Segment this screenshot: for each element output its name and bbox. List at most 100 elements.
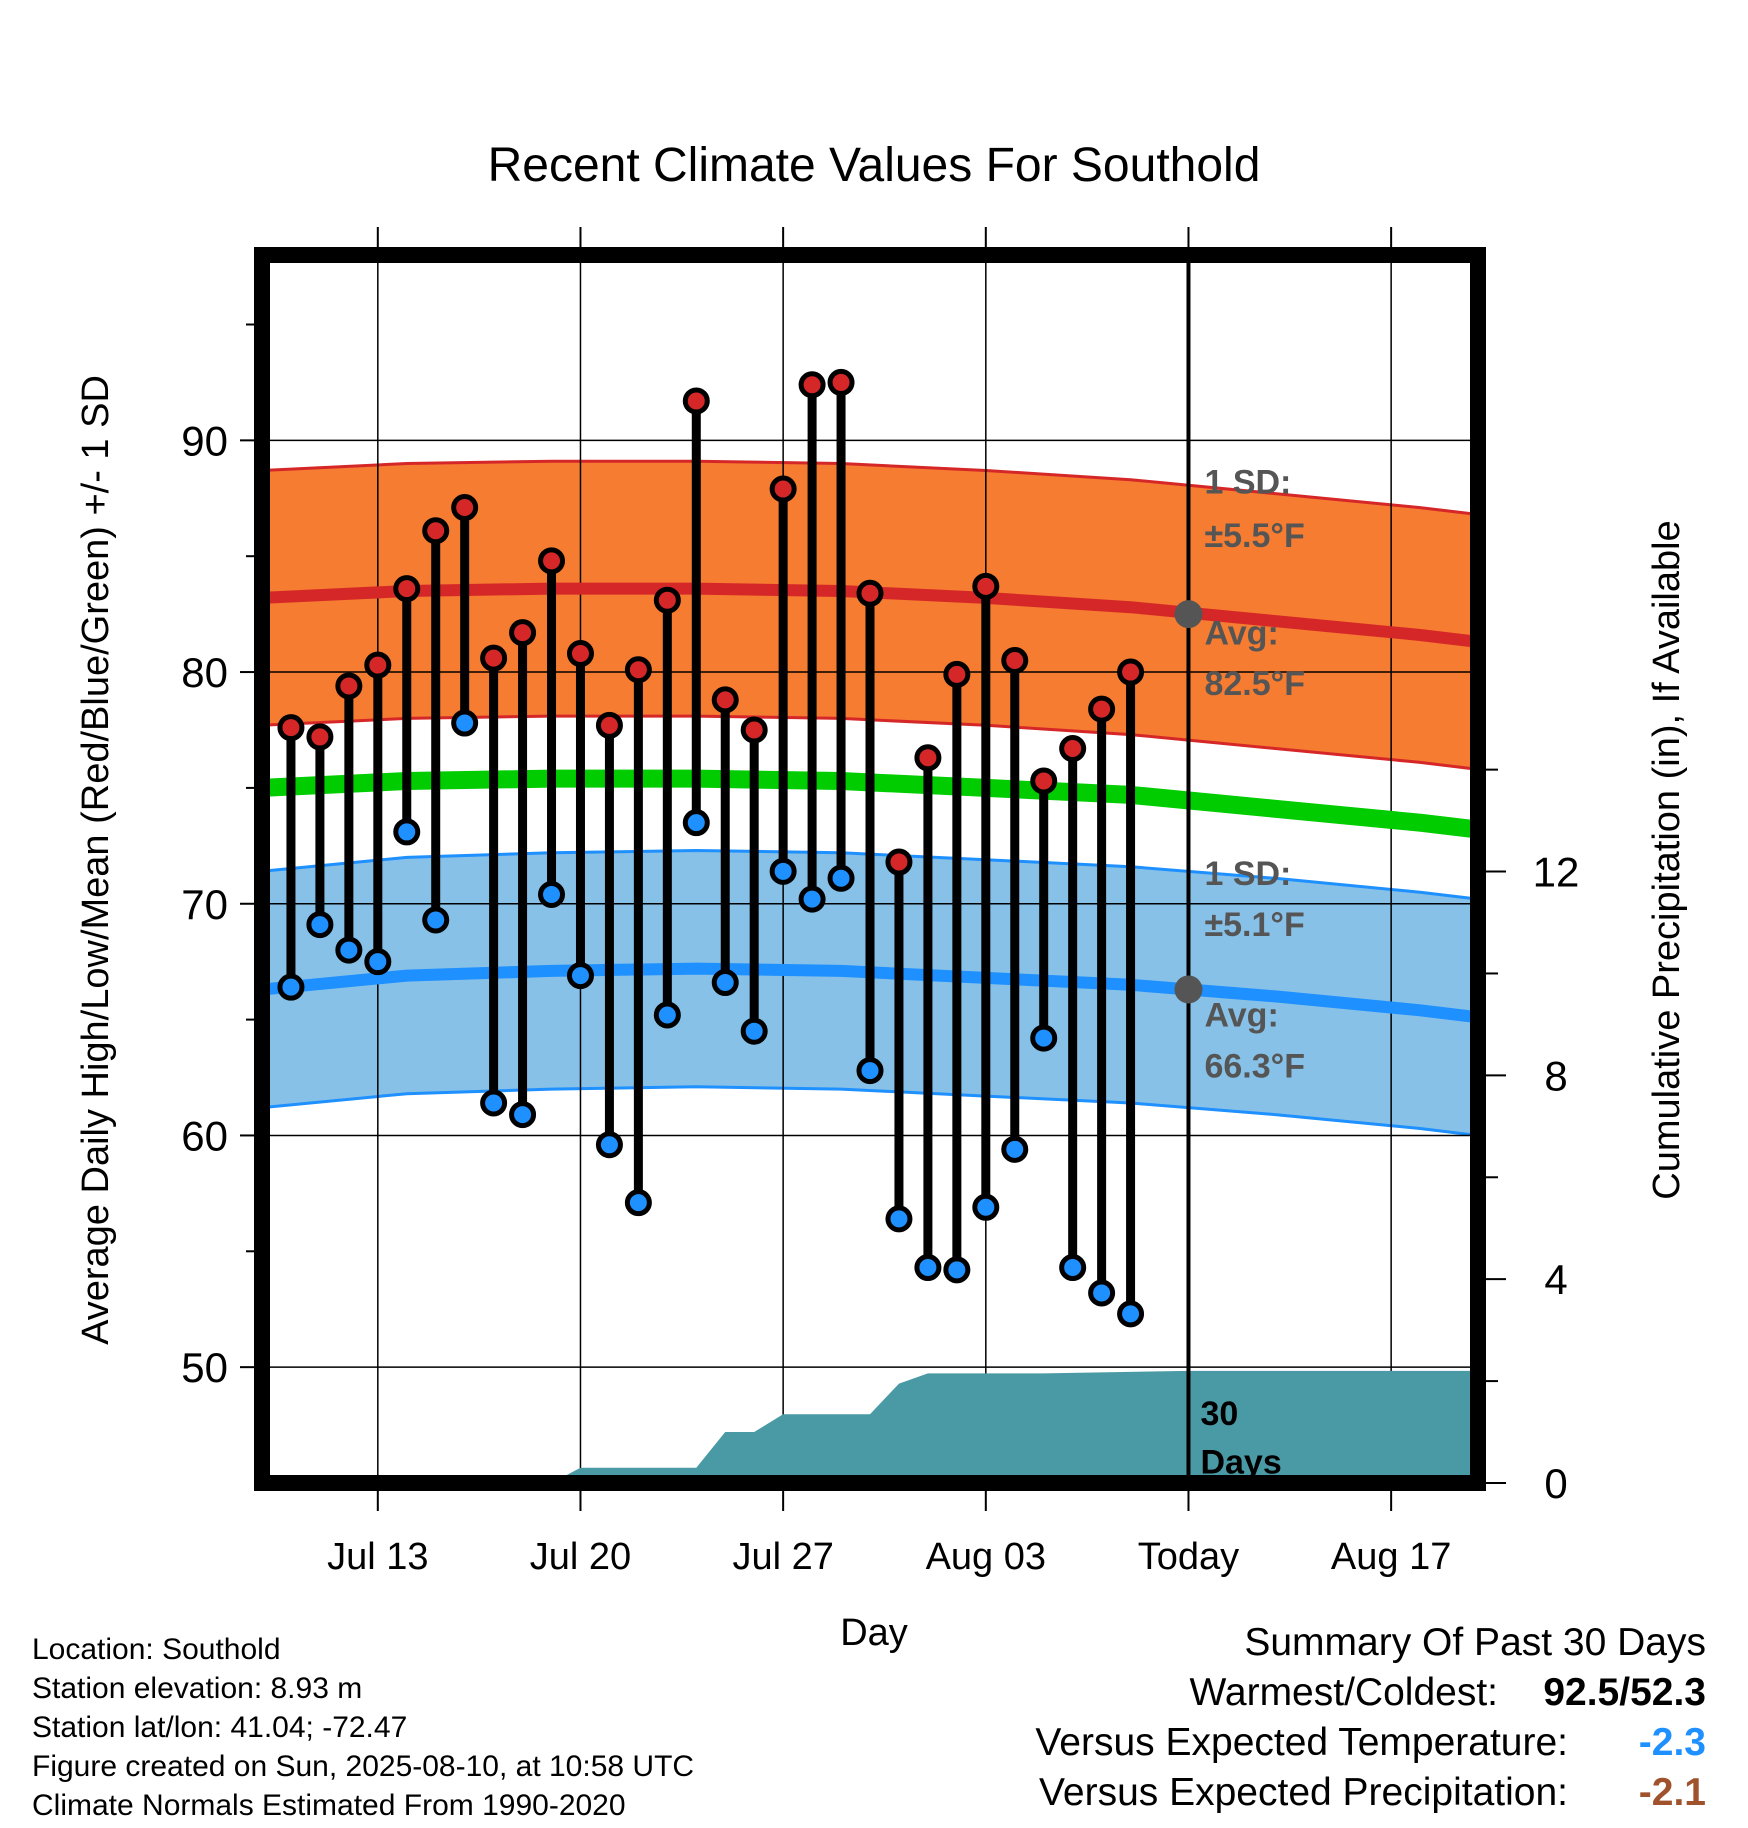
- daily-low-point: [1059, 1254, 1087, 1282]
- daily-high-point: [595, 711, 623, 739]
- temp-departure-value: -2.3: [1638, 1721, 1706, 1764]
- today-low-avg-marker: [1174, 975, 1203, 1004]
- high-sd-value: ±5.5°F: [1204, 517, 1304, 555]
- daily-low-point: [943, 1256, 971, 1284]
- daily-high-point: [943, 660, 971, 688]
- daily-high-point: [972, 572, 1000, 600]
- daily-low-point: [306, 911, 334, 939]
- daily-high-point: [740, 716, 768, 744]
- high-sd-band-upper-edge: [262, 459, 1478, 516]
- x-tick-label: Jul 20: [530, 1536, 631, 1578]
- location-text: Location: Southold: [32, 1633, 281, 1666]
- daily-low-point: [885, 1205, 913, 1233]
- x-tick-label: Aug 03: [926, 1536, 1046, 1578]
- daily-high-point: [1001, 646, 1029, 674]
- daily-low-point: [566, 962, 594, 990]
- daily-low-point: [1088, 1279, 1116, 1307]
- high-sd-label: 1 SD:: [1204, 464, 1291, 502]
- high-avg-value: 82.5°F: [1204, 665, 1305, 703]
- y2-tick-label: 0: [1544, 1460, 1567, 1507]
- summary-panel: Summary Of Past 30 Days Warmest/Coldest:…: [1035, 1618, 1706, 1818]
- summary-warmest-coldest: Warmest/Coldest: 92.5/52.3: [1035, 1668, 1706, 1718]
- low-sd-band-upper-edge: [262, 848, 1478, 901]
- elevation-text: Station elevation: 8.93 m: [32, 1672, 363, 1705]
- precip-window-label: 30: [1200, 1395, 1238, 1433]
- x-axis-label: Day: [840, 1612, 908, 1654]
- daily-low-point: [682, 809, 710, 837]
- y2-tick-label: 12: [1533, 849, 1580, 896]
- daily-high-point: [538, 547, 566, 575]
- daily-temps: [277, 368, 1145, 1328]
- daily-high-point: [885, 848, 913, 876]
- daily-high-point: [422, 517, 450, 545]
- y2-axis-label: Cumulative Precipitation (in), If Availa…: [1646, 520, 1688, 1199]
- daily-high-point: [769, 475, 797, 503]
- summary-precip: Versus Expected Precipitation: -2.1: [1035, 1768, 1706, 1818]
- y2-tick-label: 8: [1544, 1052, 1567, 1099]
- precip-area: [262, 1370, 1478, 1483]
- low-sd-band-lower-edge: [262, 1085, 1478, 1137]
- daily-low-point: [595, 1131, 623, 1159]
- warmest-coldest-value: 92.5/52.3: [1543, 1671, 1706, 1714]
- daily-high-point: [653, 586, 681, 614]
- normals-text: Climate Normals Estimated From 1990-2020: [32, 1789, 626, 1822]
- summary-temp: Versus Expected Temperature: -2.3: [1035, 1718, 1706, 1768]
- station-info: Location: Southold Station elevation: 8.…: [32, 1630, 694, 1825]
- daily-low-point: [509, 1101, 537, 1129]
- plot-frame: [254, 247, 1486, 1491]
- daily-low-point: [740, 1017, 768, 1045]
- x-tick-label: Jul 27: [732, 1536, 833, 1578]
- high-normal-line: [262, 582, 1478, 648]
- daily-high-point: [480, 644, 508, 672]
- daily-high-point: [1030, 767, 1058, 795]
- y-tick-label: 90: [181, 417, 228, 464]
- daily-low-point: [827, 864, 855, 892]
- daily-high-point: [451, 494, 479, 522]
- daily-high-point: [856, 579, 884, 607]
- precip-departure-label: Versus Expected Precipitation:: [1039, 1771, 1568, 1814]
- daily-low-point: [856, 1057, 884, 1085]
- low-sd-label: 1 SD:: [1204, 855, 1291, 893]
- annotations: 1 SD: ±5.5°F Avg: 82.5°F 1 SD: ±5.1°F Avg: 66.3…: [1174, 255, 1305, 1483]
- daily-low-point: [1030, 1024, 1058, 1052]
- today-high-avg-marker: [1174, 600, 1203, 629]
- daily-high-point: [306, 723, 334, 751]
- daily-low-point: [277, 973, 305, 1001]
- daily-high-point: [914, 744, 942, 772]
- temp-departure-label: Versus Expected Temperature:: [1035, 1721, 1568, 1764]
- x-tick-label: Jul 13: [327, 1536, 428, 1578]
- x-tick-label: Today: [1138, 1536, 1239, 1578]
- y-tick-label: 50: [181, 1344, 228, 1391]
- y-tick-label: 70: [181, 881, 228, 928]
- daily-low-point: [798, 885, 826, 913]
- daily-low-point: [1117, 1300, 1145, 1328]
- daily-high-point: [509, 619, 537, 647]
- y-tick-label: 60: [181, 1112, 228, 1159]
- normal-lines: [262, 582, 1478, 1024]
- daily-low-point: [769, 857, 797, 885]
- daily-low-point: [364, 948, 392, 976]
- daily-low-point: [451, 709, 479, 737]
- daily-high-point: [711, 686, 739, 714]
- daily-high-point: [277, 714, 305, 742]
- y2-tick-label: 4: [1544, 1256, 1567, 1303]
- daily-high-point: [566, 640, 594, 668]
- latlon-text: Station lat/lon: 41.04; -72.47: [32, 1711, 408, 1744]
- daily-high-point: [1117, 658, 1145, 686]
- daily-high-point: [827, 368, 855, 396]
- low-avg-label: Avg:: [1204, 997, 1278, 1035]
- daily-high-point: [682, 387, 710, 415]
- daily-low-point: [422, 906, 450, 934]
- daily-low-point: [480, 1089, 508, 1117]
- daily-high-point: [798, 371, 826, 399]
- low-avg-value: 66.3°F: [1204, 1048, 1305, 1086]
- y-axis-label: Average Daily High/Low/Mean (Red/Blue/Gr…: [75, 375, 117, 1345]
- mean-normal-line: [262, 769, 1478, 839]
- summary-heading: Summary Of Past 30 Days: [1244, 1621, 1706, 1664]
- high-avg-label: Avg:: [1204, 614, 1278, 652]
- axes: 50 60 70 80 90 0 4 8 12 Jul 13 Jul 20 Jul 27 Aug 03 T…: [181, 227, 1579, 1578]
- daily-high-point: [624, 656, 652, 684]
- daily-low-point: [335, 936, 363, 964]
- daily-low-point: [538, 880, 566, 908]
- daily-high-point: [335, 672, 363, 700]
